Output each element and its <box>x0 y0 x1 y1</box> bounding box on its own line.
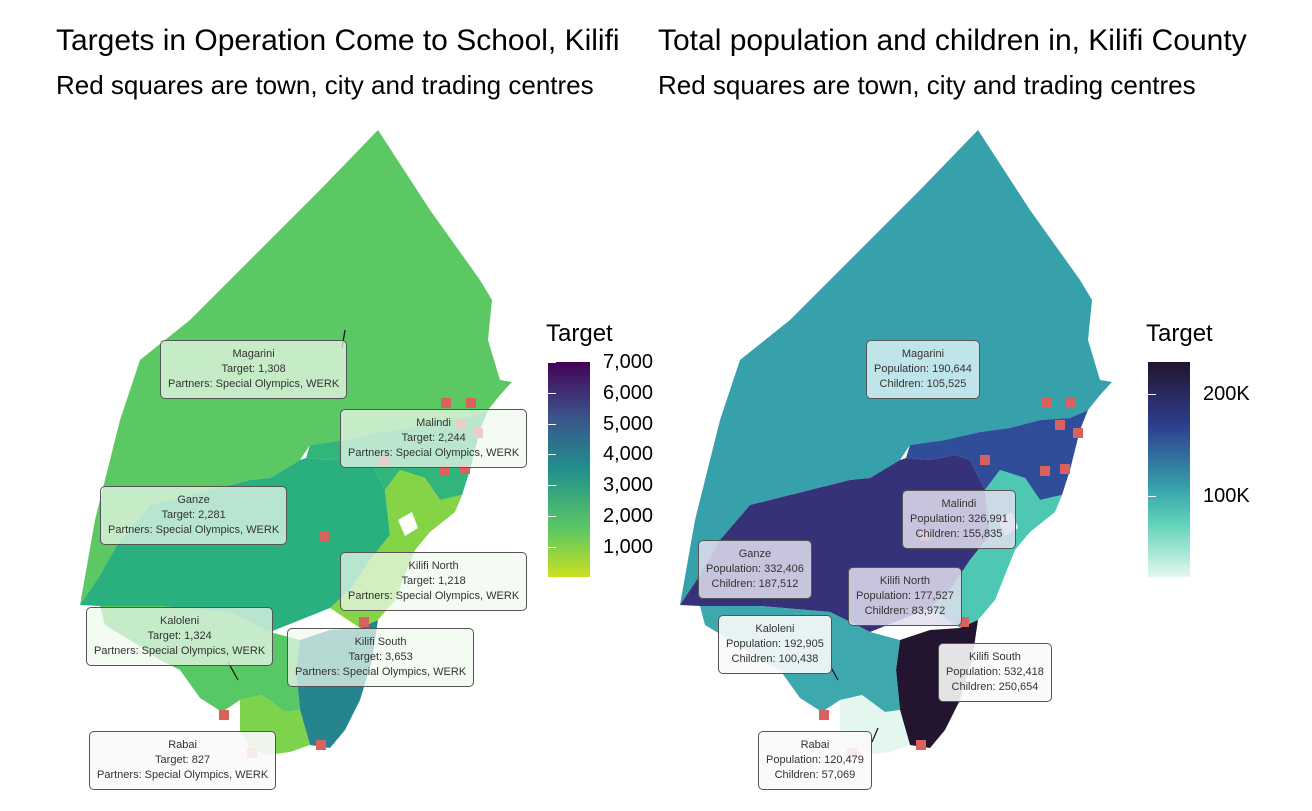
label-line2: Children: 57,069 <box>774 769 856 781</box>
legend-tick-label: 5,000 <box>603 413 654 435</box>
label-line2: Partners: Special Olympics, WERK <box>348 590 520 602</box>
label-magarini: Magarini Population: 190,644 Children: 1… <box>866 340 980 399</box>
right-legend-title: Target <box>1146 320 1213 347</box>
right-map-panel: Total population and children in, Kilifi… <box>656 0 1312 811</box>
label-rabai: Rabai Target: 827 Partners: Special Olym… <box>89 731 277 790</box>
legend-tick-label: 1,000 <box>603 536 654 558</box>
label-line2: Children: 155,835 <box>915 528 1003 540</box>
left-title: Targets in Operation Come to School, Kil… <box>56 24 620 57</box>
label-line1: Population: 326,991 <box>910 513 1008 525</box>
legend-tickmark <box>548 424 556 425</box>
label-title: Ganze <box>177 494 210 506</box>
legend-tick-label: 6,000 <box>603 382 654 404</box>
legend-tickmark <box>548 516 556 517</box>
label-malindi: Malindi Target: 2,244 Partners: Special … <box>340 409 528 468</box>
label-line1: Target: 1,308 <box>221 363 286 375</box>
legend-tick-label: 7,000 <box>603 351 654 373</box>
label-magarini: Magarini Target: 1,308 Partners: Special… <box>160 340 348 399</box>
legend-tickmark <box>548 393 556 394</box>
label-ganze: Ganze Target: 2,281 Partners: Special Ol… <box>100 486 288 545</box>
label-line2: Partners: Special Olympics, WERK <box>97 769 269 781</box>
label-line2: Partners: Special Olympics, WERK <box>348 447 520 459</box>
label-line2: Partners: Special Olympics, WERK <box>168 378 340 390</box>
label-line2: Children: 83,972 <box>864 605 946 617</box>
label-line1: Target: 2,281 <box>161 509 226 521</box>
label-line2: Children: 100,438 <box>731 653 819 665</box>
label-line1: Population: 532,418 <box>946 666 1044 678</box>
label-title: Kaloleni <box>160 615 200 627</box>
label-line2: Partners: Special Olympics, WERK <box>94 645 266 657</box>
left-subtitle: Red squares are town, city and trading c… <box>56 70 594 100</box>
label-line1: Target: 1,324 <box>147 630 212 642</box>
left-map-panel: Targets in Operation Come to School, Kil… <box>56 24 654 790</box>
label-kaloleni: Kaloleni Target: 1,324 Partners: Special… <box>86 607 274 666</box>
label-rabai: Rabai Population: 120,479 Children: 57,0… <box>758 731 872 790</box>
label-title: Kilifi South <box>354 636 407 648</box>
left-legend-title: Target <box>546 320 613 347</box>
label-title: Ganze <box>738 548 772 560</box>
label-line1: Target: 3,653 <box>348 651 413 663</box>
label-kaloleni: Kaloleni Population: 192,905 Children: 1… <box>718 615 832 674</box>
label-kilifi-north: Kilifi North Population: 177,527 Childre… <box>848 567 962 626</box>
legend-tickmark <box>1148 496 1156 497</box>
label-line1: Population: 177,527 <box>856 590 954 602</box>
leader-line <box>871 727 879 743</box>
label-title: Malindi <box>941 498 977 510</box>
label-title: Kilifi North <box>879 575 930 587</box>
label-kilifi-south: Kilifi South Target: 3,653 Partners: Spe… <box>287 628 475 687</box>
label-line1: Target: 2,244 <box>401 432 466 444</box>
label-title: Rabai <box>168 739 197 751</box>
creek-water <box>398 512 418 536</box>
legend-tickmark <box>548 362 556 363</box>
legend-tick-label: 2,000 <box>603 505 654 527</box>
label-line1: Population: 190,644 <box>874 363 972 375</box>
label-kilifi-north: Kilifi North Target: 1,218 Partners: Spe… <box>340 552 528 611</box>
label-line2: Partners: Special Olympics, WERK <box>295 666 467 678</box>
label-line1: Population: 192,905 <box>726 638 824 650</box>
label-line2: Children: 187,512 <box>711 578 799 590</box>
label-line2: Children: 250,654 <box>951 681 1039 693</box>
legend-tickmark <box>548 485 556 486</box>
legend-tick-label: 4,000 <box>603 443 654 465</box>
label-line1: Target: 827 <box>155 754 211 766</box>
label-title: Kaloleni <box>755 623 795 635</box>
label-title: Kilifi South <box>968 651 1021 663</box>
right-legend-colorbar <box>1148 362 1190 577</box>
legend-tick-label: 3,000 <box>603 474 654 496</box>
region-kilifi-north <box>930 470 1062 628</box>
label-line2: Children: 105,525 <box>879 378 967 390</box>
region-malindi <box>906 410 1088 500</box>
label-line1: Population: 120,479 <box>766 754 864 766</box>
legend-tick-label: 200K <box>1203 383 1250 405</box>
label-title: Magarini <box>901 348 945 360</box>
legend-tickmark <box>1148 394 1156 395</box>
label-line1: Population: 332,406 <box>706 563 804 575</box>
label-title: Malindi <box>416 417 451 429</box>
label-kilifi-south: Kilifi South Population: 532,418 Childre… <box>938 643 1052 702</box>
label-line1: Target: 1,218 <box>401 575 466 587</box>
right-subtitle: Red squares are town, city and trading c… <box>658 70 1196 100</box>
label-title: Kilifi North <box>408 560 459 572</box>
legend-tickmark <box>548 547 556 548</box>
label-line2: Partners: Special Olympics, WERK <box>108 524 280 536</box>
label-malindi: Malindi Population: 326,991 Children: 15… <box>902 490 1016 549</box>
left-legend-colorbar <box>548 362 590 577</box>
legend-tickmark <box>548 454 556 455</box>
label-ganze: Ganze Population: 332,406 Children: 187,… <box>698 540 812 599</box>
legend-tick-label: 100K <box>1203 485 1250 507</box>
right-title: Total population and children in, Kilifi… <box>658 24 1247 57</box>
label-title: Magarini <box>232 348 275 360</box>
label-title: Rabai <box>800 739 830 751</box>
